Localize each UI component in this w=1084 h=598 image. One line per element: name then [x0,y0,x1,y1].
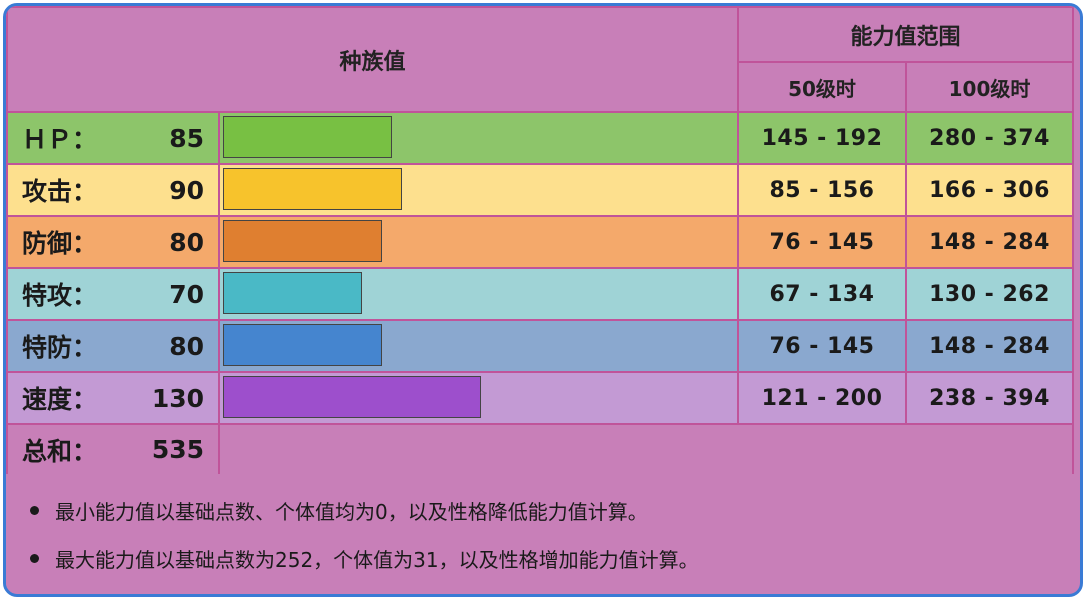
stat-name: ＨＰ： [22,125,98,154]
stat-bar-cell-speed [218,371,739,425]
range-lv100-attack: 166 - 306 [905,163,1074,217]
stat-value: 90 [169,175,204,205]
stat-bar-speed [223,376,481,418]
stat-bar-cell-attack [218,163,739,217]
stats-table: 种族值 能力值范围 50级时 100级时 ＨＰ： 85 145 - 192 280 -… [3,3,1083,597]
note-max: 最大能力值以基础点数为252，个体值为31，以及性格增加能力值计算。 [30,544,699,573]
note-min: 最小能力值以基础点数、个体值均为0，以及性格降低能力值计算。 [30,496,648,525]
stat-bar-cell-sp-defense [218,319,739,373]
stat-bar-attack [223,168,402,210]
notes-section: 最小能力值以基础点数、个体值均为0，以及性格降低能力值计算。 最大能力值以基础点… [6,474,1074,588]
base-stats-header: 种族值 [6,6,739,113]
stat-name: 特攻： [22,281,98,310]
range-lv50-attack: 85 - 156 [737,163,907,217]
range-lv100-hp: 280 - 374 [905,111,1074,165]
stat-name: 防御： [22,229,98,258]
stat-name: 特防： [22,333,98,362]
stat-value: 70 [169,279,204,309]
range-lv100-speed: 238 - 394 [905,371,1074,425]
range-lv100-sp-defense: 148 - 284 [905,319,1074,373]
stat-label-sp-attack: 特攻： 70 [6,267,220,321]
stat-label-defense: 防御： 80 [6,215,220,269]
stat-label-hp: ＨＰ： 85 [6,111,220,165]
level-100-header: 100级时 [905,61,1074,113]
stat-value: 85 [169,123,204,153]
stat-value: 80 [169,331,204,361]
stat-bar-cell-defense [218,215,739,269]
stat-value: 130 [151,383,204,413]
stat-name: 速度： [22,385,98,414]
total-row-label: 总和： 535 [6,423,220,476]
stat-name: 攻击： [22,177,98,206]
stat-bar-cell-hp [218,111,739,165]
stat-bar-hp [223,116,392,158]
stat-value: 80 [169,227,204,257]
range-lv50-hp: 145 - 192 [737,111,907,165]
range-lv50-defense: 76 - 145 [737,215,907,269]
total-value: 535 [151,435,204,464]
range-lv100-sp-attack: 130 - 262 [905,267,1074,321]
stat-bar-sp-attack [223,272,362,314]
bullet-icon [30,554,39,563]
stat-range-header: 能力值范围 [737,6,1074,63]
bullet-icon [30,506,39,515]
stat-label-attack: 攻击： 90 [6,163,220,217]
range-lv50-sp-defense: 76 - 145 [737,319,907,373]
total-row-empty [218,423,1074,476]
stat-bar-sp-defense [223,324,382,366]
stat-bar-defense [223,220,382,262]
note-min-text: 最小能力值以基础点数、个体值均为0，以及性格降低能力值计算。 [55,500,648,524]
range-lv100-defense: 148 - 284 [905,215,1074,269]
stat-bar-cell-sp-attack [218,267,739,321]
stat-label-sp-defense: 特防： 80 [6,319,220,373]
note-max-text: 最大能力值以基础点数为252，个体值为31，以及性格增加能力值计算。 [55,548,699,572]
range-lv50-sp-attack: 67 - 134 [737,267,907,321]
stat-label-speed: 速度： 130 [6,371,220,425]
level-50-header: 50级时 [737,61,907,113]
total-label: 总和： [22,436,98,466]
range-lv50-speed: 121 - 200 [737,371,907,425]
